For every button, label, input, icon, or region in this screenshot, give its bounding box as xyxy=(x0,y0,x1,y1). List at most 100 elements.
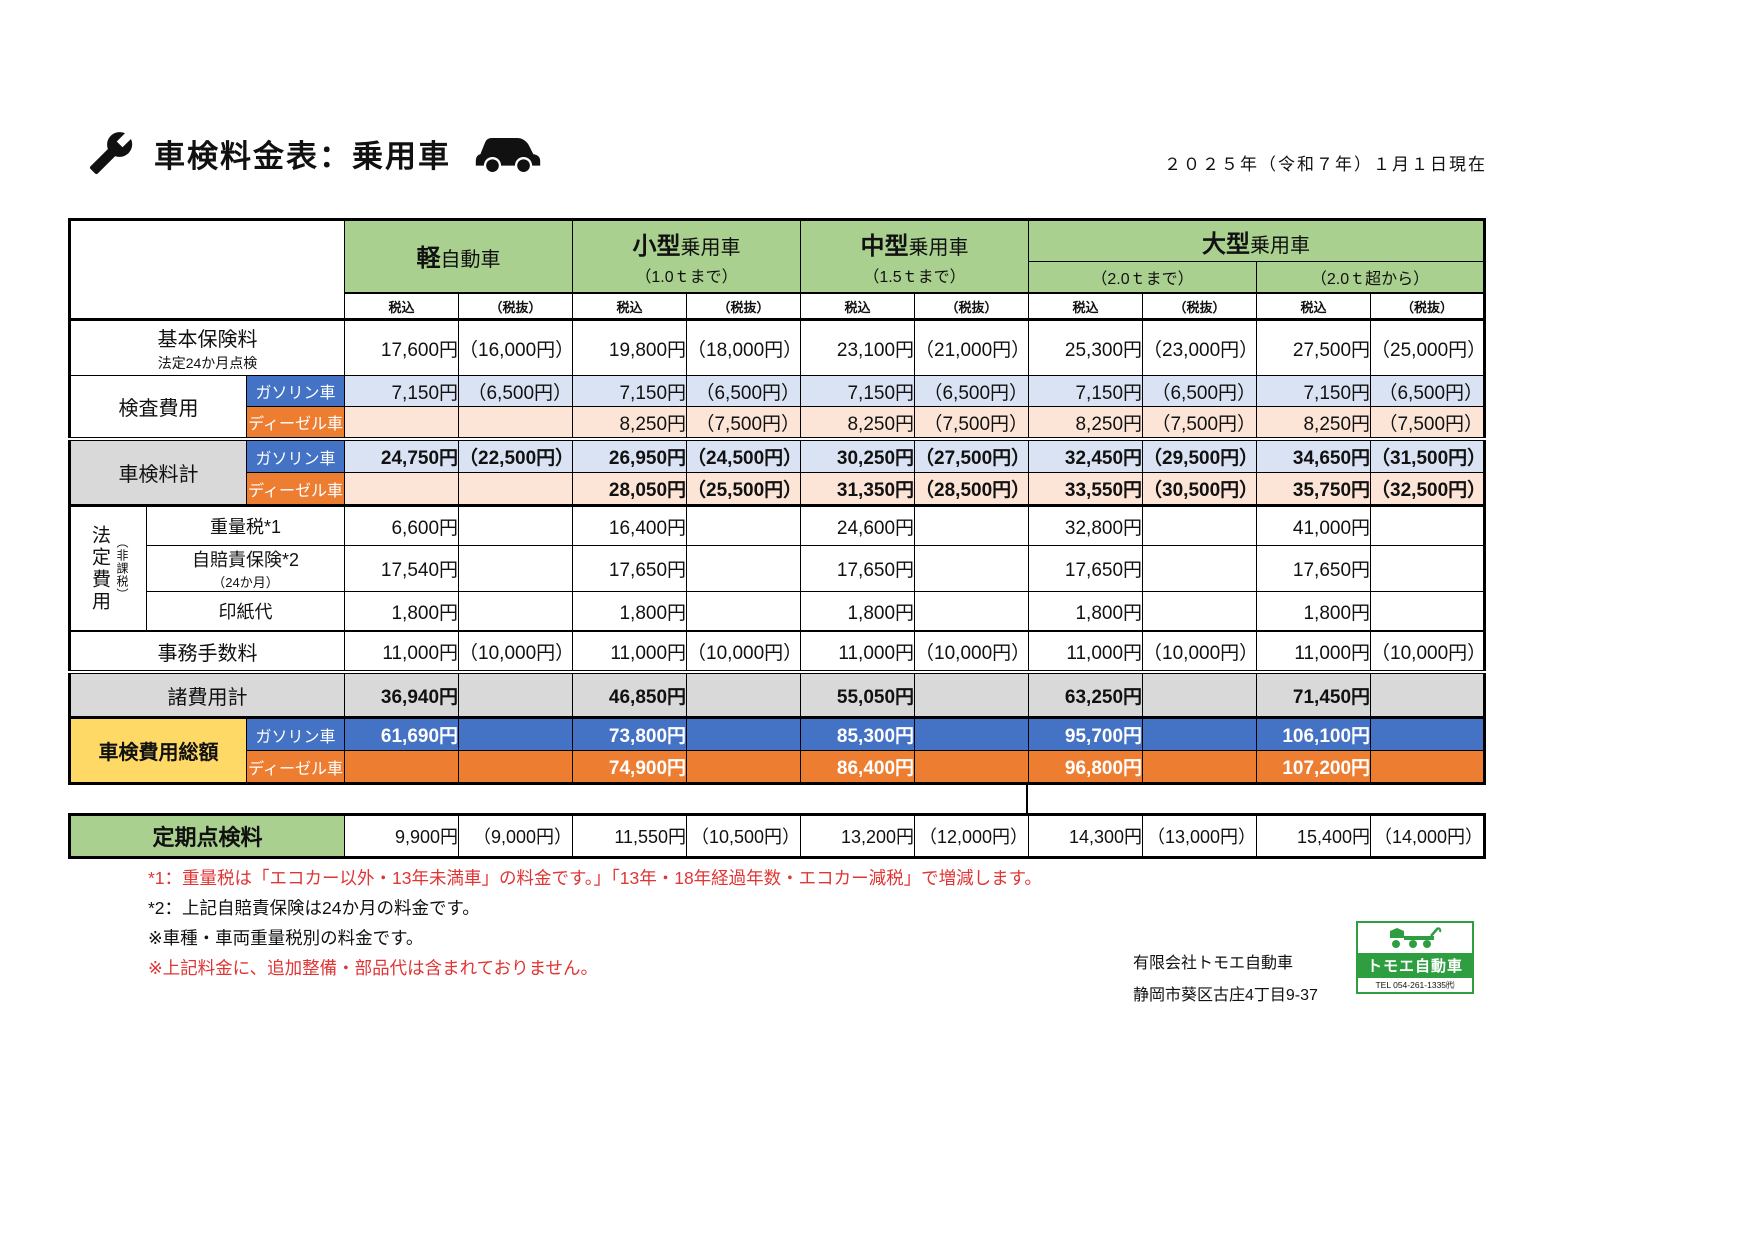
cell xyxy=(914,545,1030,592)
weight-tax-label: 重量税*1 xyxy=(145,504,346,546)
stamp-fee-label: 印紙代 xyxy=(145,591,346,632)
footnote-4: ※上記料金に、追加整備・部品代は含まれておりません。 xyxy=(148,958,599,978)
tax-excl-header: （税抜） xyxy=(458,292,574,320)
cell: 32,450円 xyxy=(1028,437,1144,473)
cell: （12,000円） xyxy=(914,814,1030,858)
title-bar: 車検料金表：乗用車 xyxy=(88,130,545,176)
cell xyxy=(1370,545,1486,592)
cell xyxy=(344,406,460,440)
cell: 33,550円 xyxy=(1028,472,1144,506)
cell: 27,500円 xyxy=(1256,318,1372,376)
cell: （6,500円） xyxy=(686,375,802,407)
cell xyxy=(1142,716,1258,751)
footnotes: *1：重量税は「エコカー以外・13年未満車」の料金です。」「13年・18年経過年… xyxy=(148,864,1042,984)
header-row-tax: 税込 （税抜） 税込 （税抜） 税込 （税抜） 税込 （税抜） 税込 （税抜） xyxy=(70,292,1486,320)
cell: （10,000円） xyxy=(1370,630,1486,673)
cell: 36,940円 xyxy=(344,670,460,718)
column-subgroup-large-over2t: （2.0ｔ超から） xyxy=(1256,261,1486,294)
cell xyxy=(458,545,574,592)
column-group-kei: 軽自動車 xyxy=(344,219,574,294)
cell: 8,250円 xyxy=(800,406,916,440)
group-sub: （1.5ｔまで） xyxy=(863,269,966,286)
cell: 1,800円 xyxy=(572,591,688,632)
cell: 24,750円 xyxy=(344,437,460,473)
diesel-label: ディーゼル車 xyxy=(245,472,346,506)
footnote-1: *1：重量税は「エコカー以外・13年未満車」の料金です。」「13年・18年経過年… xyxy=(148,868,1042,888)
company-info: 有限会社トモエ自動車 静岡市葵区古庄4丁目9-37 xyxy=(1133,948,1318,1012)
cell: 17,650円 xyxy=(572,545,688,592)
cell: （28,500円） xyxy=(914,472,1030,506)
cell: （7,500円） xyxy=(1142,406,1258,440)
tax-excl-header: （税抜） xyxy=(1370,292,1486,320)
footnote-3: ※車種・車両重量税別の料金です。 xyxy=(148,928,424,948)
tax-incl-header: 税込 xyxy=(572,292,688,320)
cell xyxy=(344,750,460,784)
cell: 6,600円 xyxy=(344,504,460,546)
cell: 55,050円 xyxy=(800,670,916,718)
tables-area: 軽自動車 小型乗用車 （1.0ｔまで） 中型乗用車 （1.5ｔまで） 大型乗用車… xyxy=(68,218,1487,859)
liability-insurance-label-cell: 自賠責保険*2 （24か月） xyxy=(145,545,346,592)
row-expenses-total: 諸費用計 36,940円 46,850円 55,050円 63,250円 71,… xyxy=(68,670,1486,718)
group-sub: （1.0ｔまで） xyxy=(635,269,738,286)
cell: 96,800円 xyxy=(1028,750,1144,784)
cell: 107,200円 xyxy=(1256,750,1372,784)
cell xyxy=(458,472,574,506)
cell: 11,550円 xyxy=(572,814,688,858)
cell: （10,000円） xyxy=(1142,630,1258,673)
cell: 74,900円 xyxy=(572,750,688,784)
cell: 35,750円 xyxy=(1256,472,1372,506)
cell xyxy=(1142,750,1258,784)
liability-insurance-sublabel: （24か月） xyxy=(212,575,279,590)
legal-fees-label: 法定費用 xyxy=(89,524,110,613)
expenses-total-label: 諸費用計 xyxy=(68,670,346,718)
cell: （6,500円） xyxy=(914,375,1030,407)
cell: 73,800円 xyxy=(572,716,688,751)
tax-incl-header: 税込 xyxy=(800,292,916,320)
group-name-strong: 小型 xyxy=(632,233,681,260)
header-row-groups: 軽自動車 小型乗用車 （1.0ｔまで） 中型乗用車 （1.5ｔまで） 大型乗用車 xyxy=(68,219,1486,320)
group-name-rest: 乗用車 xyxy=(1250,234,1311,257)
cell: （7,500円） xyxy=(914,406,1030,440)
cell: （10,500円） xyxy=(686,814,802,858)
cell xyxy=(686,591,802,632)
cell: （24,500円） xyxy=(686,437,802,473)
row-periodic-inspection: 定期点検料 9,900円 （9,000円） 11,550円 （10,500円） … xyxy=(68,814,1486,858)
cell xyxy=(686,750,802,784)
current-date: ２０２５年（令和７年）１月１日現在 xyxy=(1164,155,1487,174)
basic-insurance-sublabel: 法定24か月点検 xyxy=(157,355,258,371)
cell xyxy=(1142,504,1258,546)
cell: （27,500円） xyxy=(914,437,1030,473)
stray-border-line xyxy=(1026,785,1028,813)
cell xyxy=(914,591,1030,632)
cell: （14,000円） xyxy=(1370,814,1486,858)
cell xyxy=(1142,670,1258,718)
cell: 8,250円 xyxy=(1256,406,1372,440)
cell: 16,400円 xyxy=(572,504,688,546)
row-inspection-gasoline: 検査費用 ガソリン車 7,150円 （6,500円） 7,150円 （6,500… xyxy=(69,375,1486,440)
tax-excl-header: （税抜） xyxy=(686,292,802,320)
cell: 7,150円 xyxy=(572,375,688,407)
grand-total-label: 車検費用総額 xyxy=(69,716,247,784)
cell: 71,450円 xyxy=(1256,670,1372,718)
inspection-fee-label: 検査費用 xyxy=(69,375,247,440)
row-admin-fee: 事務手数料 11,000円 （10,000円） 11,000円 （10,000円… xyxy=(68,630,1486,673)
cell: （13,000円） xyxy=(1142,814,1258,858)
cell: （6,500円） xyxy=(1142,375,1258,407)
cell xyxy=(686,716,802,751)
cell xyxy=(914,504,1030,546)
cell: 31,350円 xyxy=(800,472,916,506)
header-row-large-subgroups: （2.0ｔまで） （2.0ｔ超から） xyxy=(70,261,1486,294)
cell: 17,650円 xyxy=(1256,545,1372,592)
gasoline-label: ガソリン車 xyxy=(245,716,346,751)
cell: 61,690円 xyxy=(344,716,460,751)
group-name-rest: 自動車 xyxy=(440,249,501,271)
basic-insurance-label: 基本保険料 xyxy=(157,329,258,351)
cell xyxy=(458,716,574,751)
tow-truck-icon xyxy=(1358,923,1472,953)
cell xyxy=(458,504,574,546)
inspection-subtotal-label: 車検料計 xyxy=(69,437,247,506)
cell: （23,000円） xyxy=(1142,318,1258,376)
cell: （10,000円） xyxy=(458,630,574,673)
cell: 11,000円 xyxy=(1028,630,1144,673)
